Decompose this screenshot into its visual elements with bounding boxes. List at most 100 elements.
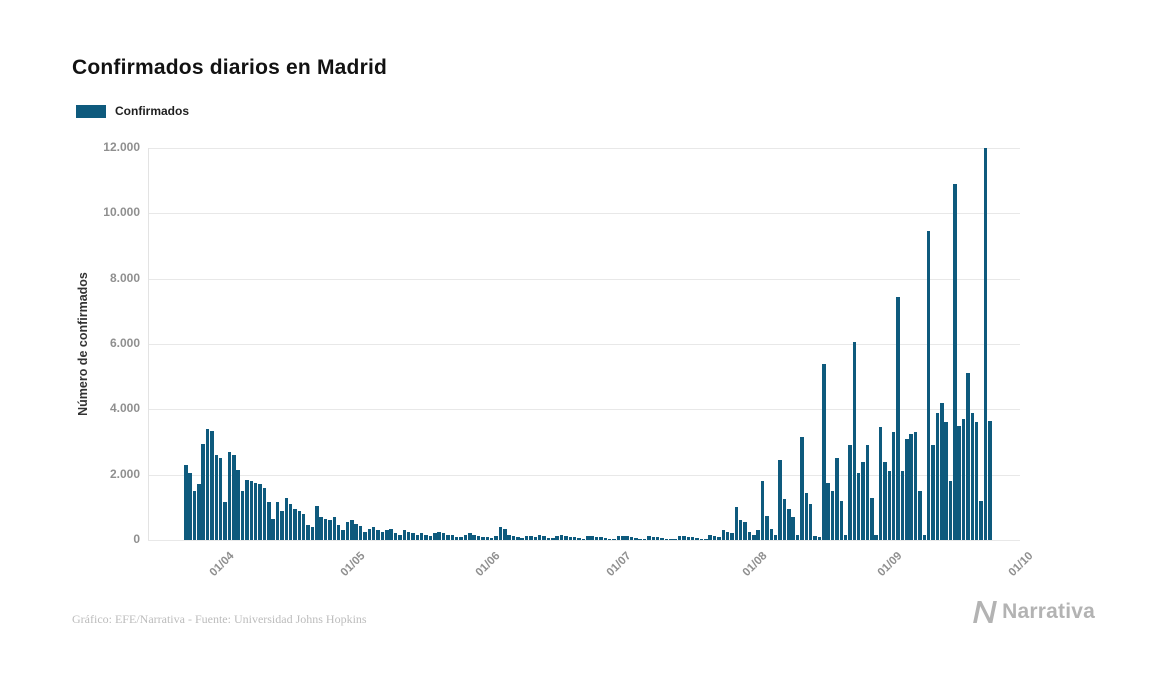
x-tick-label: 01/05 — [338, 550, 368, 579]
bar — [848, 445, 852, 540]
y-tick-label: 10.000 — [103, 205, 140, 220]
bar — [634, 538, 638, 540]
bar — [839, 500, 843, 540]
bar — [223, 502, 227, 540]
bar — [385, 530, 389, 540]
chart-legend: Confirmados — [76, 104, 189, 118]
bar — [756, 529, 760, 540]
bar — [826, 482, 830, 540]
bar — [192, 491, 197, 540]
bar — [402, 530, 406, 540]
bar — [398, 535, 402, 540]
bar — [738, 519, 743, 540]
bar — [489, 538, 494, 540]
bar — [926, 231, 931, 540]
bar — [529, 535, 533, 540]
bar — [511, 536, 516, 540]
bar — [572, 537, 577, 540]
chart-credit: Gráfico: EFE/Narrativa - Fuente: Univers… — [72, 612, 367, 626]
bar — [476, 536, 481, 540]
bar — [804, 492, 809, 540]
gridline — [148, 213, 1020, 215]
bar — [655, 537, 660, 540]
bar — [503, 528, 507, 540]
bar — [979, 500, 983, 540]
bar — [249, 481, 254, 540]
bar — [297, 510, 302, 540]
bar — [315, 505, 319, 540]
bar — [393, 533, 398, 540]
bar — [931, 445, 935, 540]
bar — [673, 539, 677, 540]
bar — [957, 425, 961, 540]
bar — [441, 533, 446, 540]
bar — [516, 537, 520, 540]
bar — [874, 535, 878, 540]
bar — [621, 535, 625, 540]
bar — [262, 487, 267, 540]
bar — [481, 536, 485, 540]
bar — [887, 471, 892, 540]
bar — [922, 535, 927, 540]
bar — [301, 513, 306, 540]
bar — [485, 537, 490, 540]
bar — [830, 491, 835, 540]
bar — [363, 531, 367, 540]
bar — [699, 539, 704, 540]
bar — [734, 507, 739, 540]
bar — [358, 526, 363, 540]
legend-swatch-confirmados — [76, 104, 106, 118]
bar — [446, 534, 450, 540]
bar — [782, 499, 787, 540]
bar — [280, 510, 284, 540]
bar — [944, 422, 948, 540]
bar — [389, 528, 393, 540]
bar — [507, 534, 511, 540]
bar — [463, 534, 468, 540]
bar — [551, 538, 555, 540]
bar — [218, 458, 223, 540]
bar — [669, 539, 673, 540]
narrativa-logo-icon — [973, 601, 998, 623]
bar — [419, 533, 424, 540]
y-tick-label: 0 — [133, 532, 140, 546]
page-title: Confirmados diarios en Madrid — [72, 56, 388, 80]
bar — [948, 481, 953, 540]
x-tick-label: 01/06 — [473, 550, 503, 579]
bar — [227, 451, 232, 540]
bar — [795, 535, 800, 540]
bar — [555, 535, 559, 540]
narrativa-logo-text: Narrativa — [1002, 600, 1095, 623]
bar — [813, 536, 817, 540]
gridline — [148, 344, 1020, 345]
bar — [581, 538, 586, 540]
bar — [350, 520, 354, 540]
bar — [267, 502, 271, 540]
bar — [791, 517, 795, 540]
bar — [205, 428, 210, 540]
bar — [800, 437, 804, 540]
bar — [415, 534, 420, 540]
x-tick-label: 01/07 — [605, 550, 634, 579]
bar — [380, 531, 385, 540]
bar — [725, 531, 730, 540]
bar — [808, 504, 813, 540]
y-tick-label: 4.000 — [109, 401, 140, 416]
x-tick-label: 01/09 — [875, 550, 905, 579]
bar — [835, 458, 839, 540]
bar — [184, 464, 188, 540]
bar — [367, 528, 372, 540]
bar — [590, 535, 594, 540]
bar — [498, 526, 503, 540]
bar — [328, 520, 332, 540]
bar — [214, 455, 219, 540]
bar — [271, 518, 275, 540]
bar — [341, 530, 345, 540]
bar — [852, 342, 857, 540]
y-tick-label: 12.000 — [103, 140, 140, 154]
bar — [424, 535, 428, 540]
bar — [428, 536, 433, 540]
bar — [883, 461, 887, 540]
bar — [822, 363, 826, 540]
bar — [896, 296, 900, 540]
